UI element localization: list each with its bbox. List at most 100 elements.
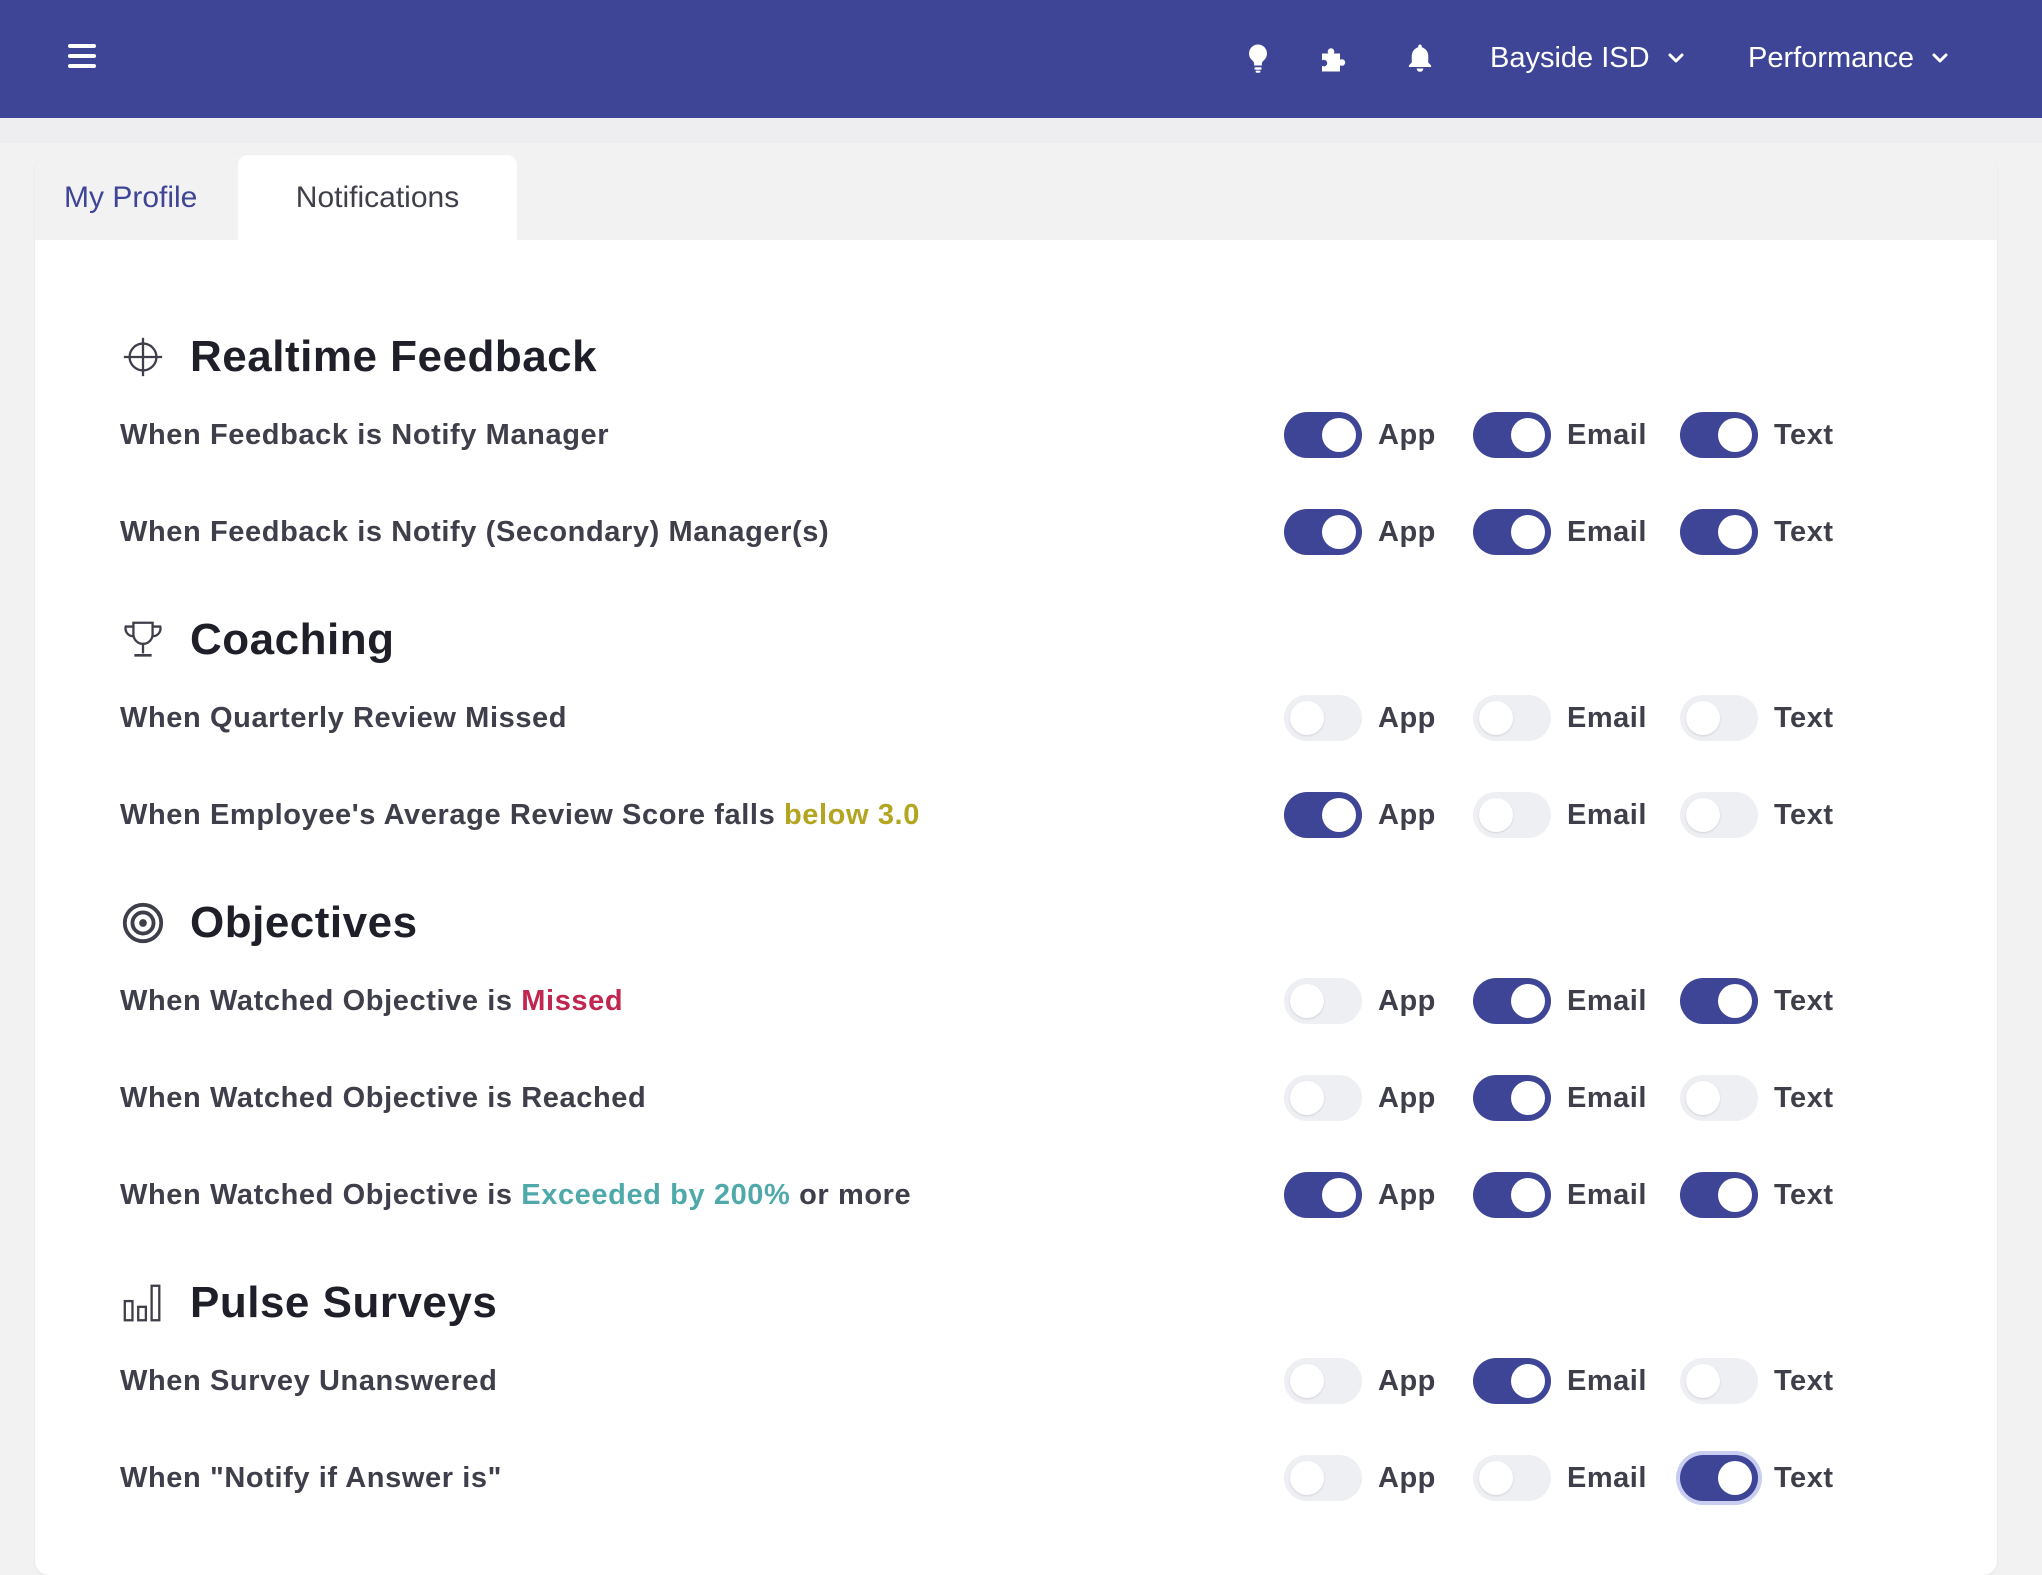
email-toggle[interactable] bbox=[1473, 1172, 1551, 1218]
text-toggle[interactable] bbox=[1680, 1455, 1758, 1501]
target-icon bbox=[120, 900, 166, 946]
text-toggle-group: Text bbox=[1680, 1351, 1833, 1411]
app-toggle[interactable] bbox=[1284, 509, 1362, 555]
notification-label: When Watched Objective is Exceeded by 20… bbox=[120, 1165, 911, 1225]
toggle-knob bbox=[1479, 798, 1513, 832]
app-toggle-group: App bbox=[1284, 1068, 1436, 1128]
text-toggle[interactable] bbox=[1680, 1358, 1758, 1404]
app-toggle[interactable] bbox=[1284, 792, 1362, 838]
email-toggle-group: Email bbox=[1473, 502, 1647, 562]
toggle-knob bbox=[1479, 1461, 1513, 1495]
text-toggle-group: Text bbox=[1680, 785, 1833, 845]
text-toggle[interactable] bbox=[1680, 978, 1758, 1024]
text-toggle-label: Text bbox=[1774, 984, 1834, 1017]
email-toggle-group: Email bbox=[1473, 971, 1647, 1031]
label-text: When Quarterly Review Missed bbox=[120, 701, 568, 734]
email-toggle[interactable] bbox=[1473, 1358, 1551, 1404]
toggle-knob bbox=[1290, 1461, 1324, 1495]
email-toggle-label: Email bbox=[1567, 1364, 1647, 1397]
app-toggle[interactable] bbox=[1284, 695, 1362, 741]
toggle-knob bbox=[1290, 701, 1324, 735]
notification-row: When Watched Objective is Missed App Email… bbox=[120, 971, 1940, 1031]
tab-notifications[interactable]: Notifications bbox=[238, 155, 517, 240]
email-toggle[interactable] bbox=[1473, 792, 1551, 838]
text-toggle-group: Text bbox=[1680, 502, 1833, 562]
toggle-knob bbox=[1686, 798, 1720, 832]
tab-bar: My Profile Notifications bbox=[35, 155, 1997, 240]
text-toggle[interactable] bbox=[1680, 695, 1758, 741]
notification-label: When Employee's Average Review Score fal… bbox=[120, 785, 920, 845]
label-text: or more bbox=[790, 1178, 912, 1211]
toggle-knob bbox=[1511, 1081, 1545, 1115]
app-toggle-label: App bbox=[1378, 701, 1436, 734]
module-dropdown[interactable]: Performance bbox=[1748, 36, 1950, 80]
text-toggle-label: Text bbox=[1774, 1081, 1834, 1114]
text-toggle[interactable] bbox=[1680, 1075, 1758, 1121]
email-toggle[interactable] bbox=[1473, 509, 1551, 555]
toggle-knob bbox=[1718, 984, 1752, 1018]
app-toggle-group: App bbox=[1284, 1448, 1436, 1508]
toggle-knob bbox=[1718, 515, 1752, 549]
bell-icon[interactable] bbox=[1402, 40, 1438, 76]
email-toggle-group: Email bbox=[1473, 405, 1647, 465]
email-toggle-group: Email bbox=[1473, 1068, 1647, 1128]
chevron-down-icon bbox=[1668, 53, 1684, 63]
text-toggle-group: Text bbox=[1680, 971, 1833, 1031]
app-toggle[interactable] bbox=[1284, 1075, 1362, 1121]
email-toggle[interactable] bbox=[1473, 1455, 1551, 1501]
app-toggle-label: App bbox=[1378, 1081, 1436, 1114]
toggle-knob bbox=[1290, 1081, 1324, 1115]
section-title-coaching: Coaching bbox=[120, 610, 394, 670]
section-title-text: Objectives bbox=[190, 898, 418, 947]
tab-my-profile[interactable]: My Profile bbox=[64, 180, 198, 214]
menu-icon[interactable] bbox=[68, 44, 96, 70]
text-toggle-label: Text bbox=[1774, 1461, 1834, 1494]
text-toggle-group: Text bbox=[1680, 405, 1833, 465]
section-title-realtime-feedback: Realtime Feedback bbox=[120, 327, 597, 387]
app-toggle-group: App bbox=[1284, 1165, 1436, 1225]
app-toggle[interactable] bbox=[1284, 412, 1362, 458]
email-toggle[interactable] bbox=[1473, 695, 1551, 741]
chevron-down-icon bbox=[1932, 53, 1948, 63]
text-toggle[interactable] bbox=[1680, 792, 1758, 838]
header-divider-strip bbox=[0, 118, 2042, 143]
email-toggle[interactable] bbox=[1473, 412, 1551, 458]
puzzle-icon[interactable] bbox=[1316, 40, 1352, 76]
trophy-icon bbox=[120, 617, 166, 663]
app-toggle-label: App bbox=[1378, 798, 1436, 831]
app-toggle-group: App bbox=[1284, 405, 1436, 465]
app-toggle[interactable] bbox=[1284, 978, 1362, 1024]
text-toggle-group: Text bbox=[1680, 1068, 1833, 1128]
section-title-text: Realtime Feedback bbox=[190, 332, 598, 381]
text-toggle[interactable] bbox=[1680, 412, 1758, 458]
section-title-pulse-surveys: Pulse Surveys bbox=[120, 1273, 497, 1333]
email-toggle[interactable] bbox=[1473, 978, 1551, 1024]
app-toggle-group: App bbox=[1284, 502, 1436, 562]
app-toggle[interactable] bbox=[1284, 1455, 1362, 1501]
email-toggle[interactable] bbox=[1473, 1075, 1551, 1121]
app-toggle-label: App bbox=[1378, 1178, 1436, 1211]
app-toggle-label: App bbox=[1378, 515, 1436, 548]
text-toggle-label: Text bbox=[1774, 418, 1834, 451]
text-toggle[interactable] bbox=[1680, 1172, 1758, 1218]
notification-label: When Quarterly Review Missed bbox=[120, 688, 567, 748]
app-toggle-group: App bbox=[1284, 971, 1436, 1031]
toggle-knob bbox=[1479, 701, 1513, 735]
email-toggle-label: Email bbox=[1567, 515, 1647, 548]
email-toggle-group: Email bbox=[1473, 1448, 1647, 1508]
lightbulb-icon[interactable] bbox=[1240, 40, 1276, 76]
text-toggle-label: Text bbox=[1774, 798, 1834, 831]
app-toggle[interactable] bbox=[1284, 1172, 1362, 1218]
toggle-knob bbox=[1511, 1364, 1545, 1398]
toggle-knob bbox=[1511, 1178, 1545, 1212]
toggle-knob bbox=[1718, 418, 1752, 452]
text-toggle-label: Text bbox=[1774, 1364, 1834, 1397]
org-dropdown[interactable]: Bayside ISD bbox=[1490, 36, 1686, 80]
section-title-text: Coaching bbox=[190, 615, 395, 664]
label-text: When Survey Unanswered bbox=[120, 1364, 498, 1397]
org-dropdown-label: Bayside ISD bbox=[1490, 41, 1650, 74]
toggle-knob bbox=[1290, 1364, 1324, 1398]
text-toggle[interactable] bbox=[1680, 509, 1758, 555]
notification-row: When Feedback is Notify (Secondary) Mana… bbox=[120, 502, 1940, 562]
app-toggle[interactable] bbox=[1284, 1358, 1362, 1404]
